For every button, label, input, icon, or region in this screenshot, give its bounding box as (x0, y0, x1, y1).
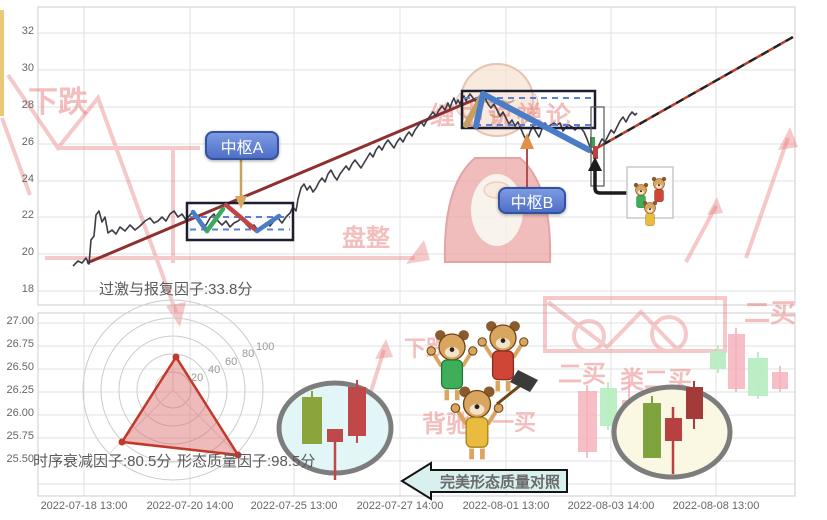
y-axis-label: 25.75 (6, 430, 34, 442)
radar-chart: 20 40 60 80 100 (82, 299, 274, 481)
trend-line (86, 94, 484, 265)
x-axis-label: 2022-07-27 14:00 (356, 500, 444, 512)
wm-divergence-text: 背驰 (422, 411, 470, 438)
dog-red (477, 321, 529, 392)
dog-small-green (633, 182, 649, 208)
y-axis-label: 24 (21, 173, 34, 185)
callout-arrow (400, 461, 568, 501)
y-axis-label: 18 (21, 283, 34, 295)
radar-tick-60: 60 (225, 356, 237, 368)
y-axis-label: 30 (21, 62, 34, 74)
buddha-watermark (443, 63, 552, 263)
factor-time-decay-label: 时序衰减因子:80.5分 (33, 453, 172, 470)
factor-quality-label: 形态质量因子:98.5分 (177, 453, 316, 470)
wm-buy2-text: 二买 (558, 361, 606, 388)
y-axis-label: 27.00 (6, 315, 34, 327)
y-axis-label: 20 (21, 246, 34, 258)
wm-consolidation-text: 盘整 (342, 224, 390, 252)
callout-label: 完美形态质量对照 (439, 474, 560, 491)
pivot-b-button[interactable]: 中枢B (498, 187, 566, 214)
y-axis-label: 28 (21, 99, 34, 111)
pivot-b-zigzag (463, 91, 592, 153)
pickaxe-icon (496, 370, 538, 406)
dog-yellow (450, 386, 504, 460)
radar-tick-20: 20 (191, 372, 203, 384)
pivot-a-arrow (235, 160, 247, 209)
wm-buy2-top-text: 二买 (744, 298, 796, 328)
pivot-a-zigzag (190, 202, 282, 234)
y-axis-label: 26.50 (6, 361, 34, 373)
dog-small-red (651, 176, 667, 202)
y-axis-label: 26 (21, 136, 34, 148)
x-axis-label: 2022-08-08 13:00 (672, 500, 760, 512)
y-axis-label: 32 (21, 25, 34, 37)
x-axis-label: 2022-07-20 14:00 (146, 500, 234, 512)
inset-pointer-arrow (588, 157, 630, 195)
x-axis-label: 2022-07-25 13:00 (250, 500, 338, 512)
x-axis-label: 2022-07-18 13:00 (40, 500, 128, 512)
pivot-a-button[interactable]: 中枢A (205, 131, 279, 160)
wm-buy1-text: 一买 (492, 410, 536, 435)
dog-green (426, 330, 478, 401)
factor-overreaction-label: 过激与报复因子:33.8分 (99, 281, 253, 298)
radar-tick-80: 80 (242, 348, 254, 360)
dog-small-yellow (642, 200, 658, 226)
radar-triangle (119, 354, 241, 457)
radar-tick-40: 40 (208, 364, 220, 376)
y-axis-label: 26.25 (6, 384, 34, 396)
projection-line (596, 35, 794, 150)
y-axis-label: 25.50 (6, 453, 34, 465)
pivot-b-arrow (520, 133, 534, 187)
candles-right-group (643, 381, 703, 474)
left-edge-strip (0, 10, 4, 116)
x-axis-label: 2022-08-03 14:00 (567, 500, 655, 512)
radar-tick-100: 100 (256, 341, 274, 353)
wm-down1-text: 下跌 (28, 86, 88, 119)
plot-borders (37, 6, 796, 497)
x-axis-label: 2022-08-01 13:00 (462, 500, 550, 512)
y-axis-label: 26.00 (6, 407, 34, 419)
y-axis-label: 26.75 (6, 338, 34, 350)
y-axis-label: 22 (21, 209, 34, 221)
pivot-box-b (460, 89, 598, 159)
pivot-box-a (185, 201, 295, 242)
candles-left-group (302, 380, 366, 480)
endpoint-box (590, 106, 605, 187)
